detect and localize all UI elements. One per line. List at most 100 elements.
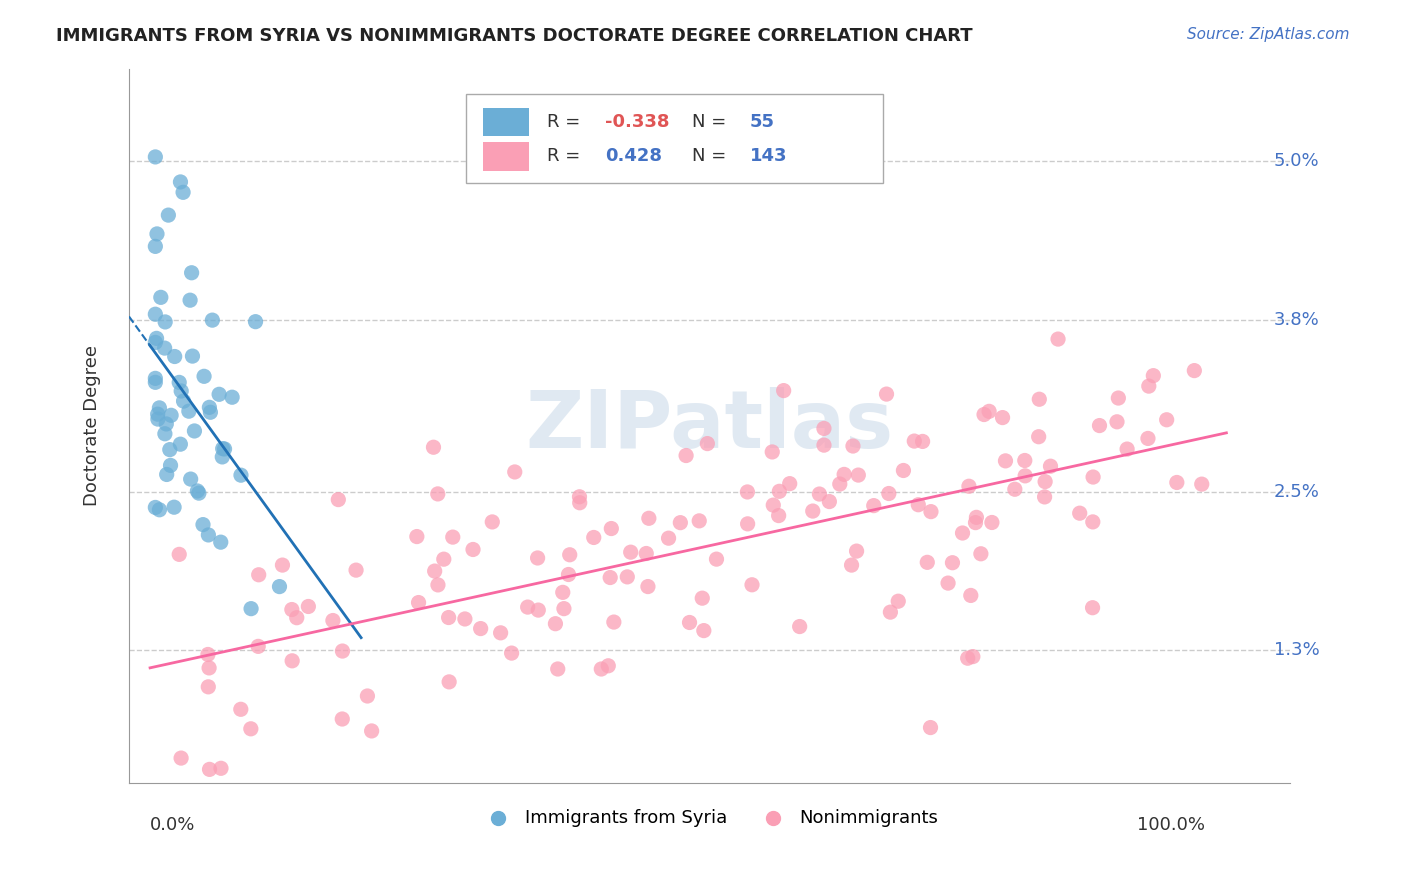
Text: 55: 55 [749, 113, 775, 131]
Point [1014, 468, 1036, 483]
Point [328, 492, 350, 507]
Point [198, 661, 221, 675]
Point [994, 454, 1017, 468]
Text: 0.428: 0.428 [605, 147, 662, 165]
Point [356, 689, 378, 703]
Point [941, 556, 963, 570]
Point [426, 487, 449, 501]
Point [1166, 475, 1188, 490]
Point [322, 614, 344, 628]
Point [481, 515, 503, 529]
Point [920, 505, 942, 519]
Point [603, 615, 626, 629]
Point [965, 510, 987, 524]
Point [159, 458, 181, 473]
Point [526, 551, 548, 566]
Point [980, 516, 1002, 530]
Point [1137, 379, 1160, 393]
Point [187, 486, 209, 500]
Point [149, 290, 172, 304]
Point [143, 371, 166, 385]
Point [209, 535, 232, 549]
Point [808, 487, 831, 501]
Point [862, 499, 884, 513]
Point [1033, 490, 1056, 504]
Point [1028, 430, 1050, 444]
Point [956, 651, 979, 665]
Point [470, 622, 492, 636]
Point [1105, 415, 1128, 429]
Text: -0.338: -0.338 [605, 113, 669, 131]
Point [170, 384, 193, 398]
Point [551, 585, 574, 599]
Point [568, 490, 591, 504]
Point [186, 483, 208, 498]
Point [426, 578, 449, 592]
Point [678, 615, 700, 630]
Point [879, 605, 901, 619]
Point [146, 407, 169, 421]
Point [148, 502, 170, 516]
Text: 3.8%: 3.8% [1274, 310, 1320, 329]
Point [741, 578, 763, 592]
Point [599, 570, 621, 584]
Point [1088, 418, 1111, 433]
Point [1081, 470, 1104, 484]
Point [762, 498, 785, 512]
Point [1069, 506, 1091, 520]
Point [544, 616, 567, 631]
Point [180, 266, 202, 280]
Point [959, 589, 981, 603]
Point [568, 496, 591, 510]
Point [1081, 600, 1104, 615]
Point [180, 472, 202, 486]
Point [423, 564, 446, 578]
Point [239, 722, 262, 736]
Point [297, 599, 319, 614]
Point [1182, 363, 1205, 377]
Point [211, 442, 233, 456]
Point [153, 341, 176, 355]
Point [159, 442, 181, 457]
Point [620, 545, 643, 559]
FancyBboxPatch shape [484, 142, 530, 170]
Point [936, 576, 959, 591]
Point [1191, 477, 1213, 491]
Point [553, 601, 575, 615]
Point [1028, 392, 1050, 407]
Point [737, 485, 759, 500]
Point [181, 349, 204, 363]
Point [616, 570, 638, 584]
Point [828, 477, 851, 491]
Point [198, 401, 221, 415]
Point [876, 387, 898, 401]
Point [173, 394, 195, 409]
Point [893, 463, 915, 477]
Point [269, 580, 291, 594]
Point [156, 467, 179, 482]
Point [281, 602, 304, 616]
Point [1033, 475, 1056, 489]
Point [813, 438, 835, 452]
Point [157, 208, 180, 222]
Point [360, 723, 382, 738]
FancyBboxPatch shape [484, 108, 530, 136]
Point [441, 530, 464, 544]
Point [209, 761, 232, 775]
Point [169, 437, 191, 451]
Point [271, 558, 294, 573]
Point [591, 662, 613, 676]
Text: Doctorate Degree: Doctorate Degree [83, 345, 101, 506]
Point [143, 376, 166, 390]
Point [143, 307, 166, 321]
Point [177, 404, 200, 418]
Point [344, 563, 367, 577]
Point [920, 721, 942, 735]
Point [582, 531, 605, 545]
Legend: Immigrants from Syria, Nonimmigrants: Immigrants from Syria, Nonimmigrants [472, 802, 946, 834]
Point [957, 479, 980, 493]
Point [970, 547, 993, 561]
Point [658, 531, 681, 545]
Point [516, 600, 538, 615]
Point [1004, 482, 1026, 496]
